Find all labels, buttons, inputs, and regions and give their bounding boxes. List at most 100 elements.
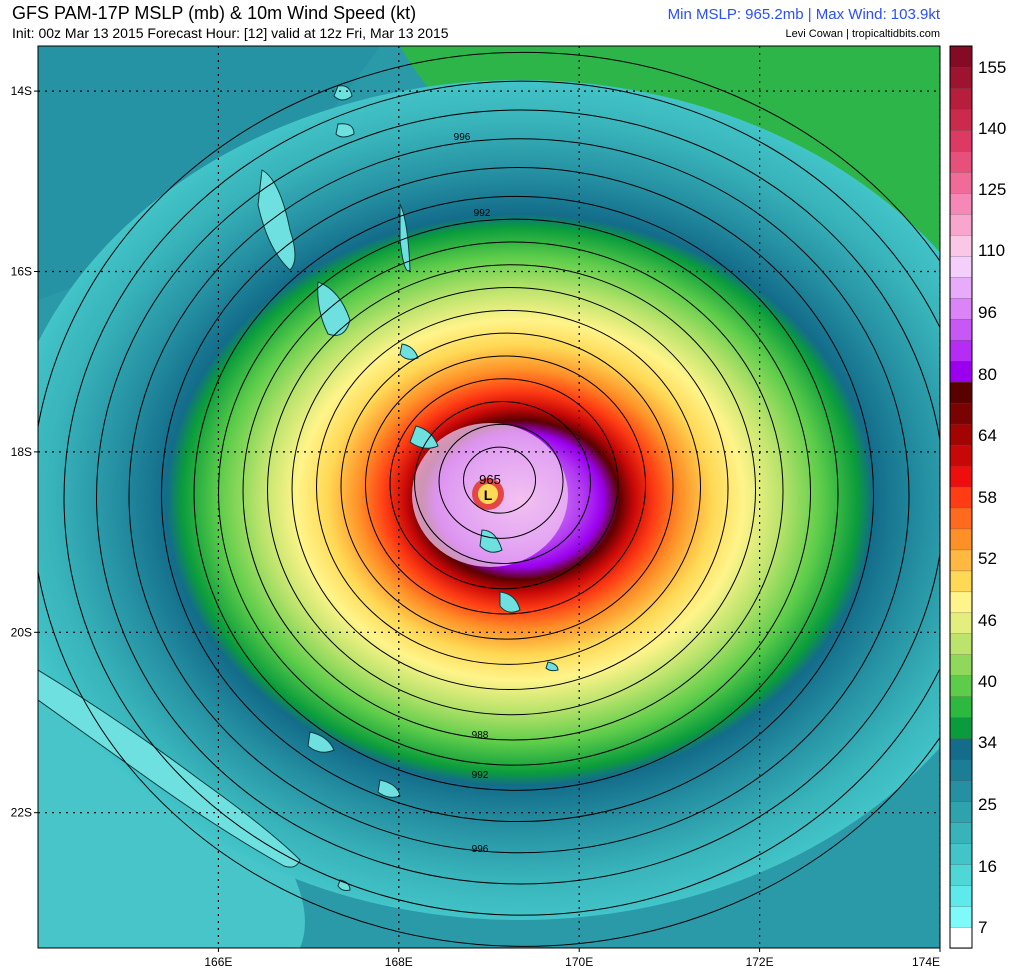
longitude-labels: 166E 168E 170E 172E 174E — [204, 948, 941, 969]
map-field — [38, 46, 940, 948]
isobar — [291, 287, 729, 691]
colorbar-label: 125 — [978, 180, 1006, 199]
isobar-label: 996 — [454, 132, 471, 143]
colorbar-segment — [949, 360, 973, 383]
colorbar-label: 58 — [978, 488, 997, 507]
pentecost-island — [399, 203, 411, 272]
source-credit: Levi Cowan | tropicaltidbits.com — [785, 28, 940, 40]
latitude-labels: 14S 16S 18S 20S 22S — [11, 84, 38, 820]
colorbar-segment — [949, 45, 973, 68]
colorbar-label: 25 — [978, 795, 997, 814]
colorbar-segment — [949, 633, 973, 655]
colorbar-label: 52 — [978, 549, 997, 568]
isobar — [218, 218, 812, 766]
isobars — [38, 51, 940, 947]
colorbar-segment — [949, 465, 973, 488]
colorbar-label: 155 — [978, 58, 1006, 77]
colorbar-segment — [949, 507, 973, 530]
malakula-island — [317, 281, 351, 336]
isobar-labels: 996 992 988 992 996 — [454, 132, 491, 855]
isobar — [438, 423, 564, 539]
colorbar-segment — [949, 759, 973, 781]
colorbar-segment — [949, 129, 973, 152]
banks-island — [335, 123, 355, 138]
aneityum-island — [499, 591, 521, 613]
efate-island — [399, 343, 419, 360]
lon-tick-label: 168E — [385, 955, 413, 969]
colorbar-segment — [949, 905, 973, 928]
torres-island — [333, 85, 353, 101]
eye-center — [478, 484, 498, 504]
colorbar-segment — [949, 402, 973, 425]
lon-tick-label: 170E — [565, 955, 593, 969]
colorbar-segment — [949, 863, 973, 886]
colorbar-label: 140 — [978, 119, 1006, 138]
colorbar-segment — [949, 591, 973, 614]
erromango-island — [409, 425, 439, 449]
colorbar-segment — [949, 884, 973, 907]
new-caledonia — [38, 669, 301, 868]
colorbar-segment — [949, 234, 973, 257]
colorbar-segment — [949, 381, 973, 404]
isobar — [389, 378, 619, 590]
isobar-label: 996 — [472, 844, 489, 855]
map-title: GFS PAM-17P MSLP (mb) & 10m Wind Speed (… — [12, 3, 417, 23]
colorbar-segment — [949, 108, 973, 131]
landmasses — [38, 85, 559, 891]
isobar — [128, 138, 910, 854]
isobar — [161, 167, 875, 823]
isobar — [63, 80, 940, 916]
colorbar-label: 80 — [978, 365, 997, 384]
colorbar-label: 64 — [978, 426, 997, 445]
forecast-info: Init: 00z Mar 13 2015 Forecast Hour: [12… — [12, 25, 449, 41]
colorbar-segment — [949, 821, 973, 844]
colorbar-segment — [949, 801, 973, 823]
lat-tick-label: 22S — [11, 806, 32, 820]
lat-tick-label: 18S — [11, 445, 32, 459]
colorbar-segment — [949, 444, 973, 467]
isobar — [316, 309, 702, 665]
isobar — [193, 195, 839, 791]
tanna-island — [479, 529, 503, 553]
colorbar-label: 96 — [978, 303, 997, 322]
isobar — [267, 264, 757, 716]
colorbar-segment — [949, 738, 973, 760]
colorbar-label: 34 — [978, 733, 997, 752]
isobar — [242, 241, 784, 741]
isobar — [340, 332, 674, 640]
lat-tick-label: 16S — [11, 265, 32, 279]
colorbar-segment — [949, 780, 973, 802]
colorbar-frame — [949, 45, 973, 949]
espiritu-santo-island — [257, 169, 296, 271]
colorbar-segment — [949, 926, 973, 949]
colorbar-segment — [949, 318, 973, 341]
isobar — [414, 401, 592, 565]
isle-of-pines — [337, 879, 351, 891]
colorbar-segment — [949, 612, 973, 634]
lon-tick-label: 174E — [912, 955, 940, 969]
loyalty-island — [307, 731, 335, 753]
low-pressure-marker: L — [484, 487, 493, 503]
isobar-label: 992 — [474, 208, 491, 219]
center-pressure-label: 965 — [479, 472, 501, 487]
isobar-label: 992 — [472, 770, 489, 781]
isobar-label: 988 — [472, 730, 489, 741]
wind-speed-colorbar — [949, 45, 973, 949]
colorbar-label: 110 — [978, 241, 1005, 260]
colorbar-segment — [949, 87, 973, 110]
colorbar-segment — [949, 654, 973, 676]
lon-tick-label: 166E — [204, 955, 232, 969]
colorbar-segment — [949, 213, 973, 236]
colorbar-segment — [949, 570, 973, 593]
colorbar-segment — [949, 696, 973, 718]
colorbar-segment — [949, 255, 973, 278]
storm-stats: Min MSLP: 965.2mb | Max Wind: 103.9kt — [667, 6, 940, 23]
map-frame — [37, 45, 941, 949]
mare-island — [377, 779, 401, 798]
colorbar-segment — [949, 549, 973, 572]
colorbar-segment — [949, 276, 973, 299]
colorbar-label: 40 — [978, 672, 997, 691]
colorbar-segment — [949, 842, 973, 865]
colorbar-segment — [949, 339, 973, 362]
colorbar-segment — [949, 528, 973, 551]
